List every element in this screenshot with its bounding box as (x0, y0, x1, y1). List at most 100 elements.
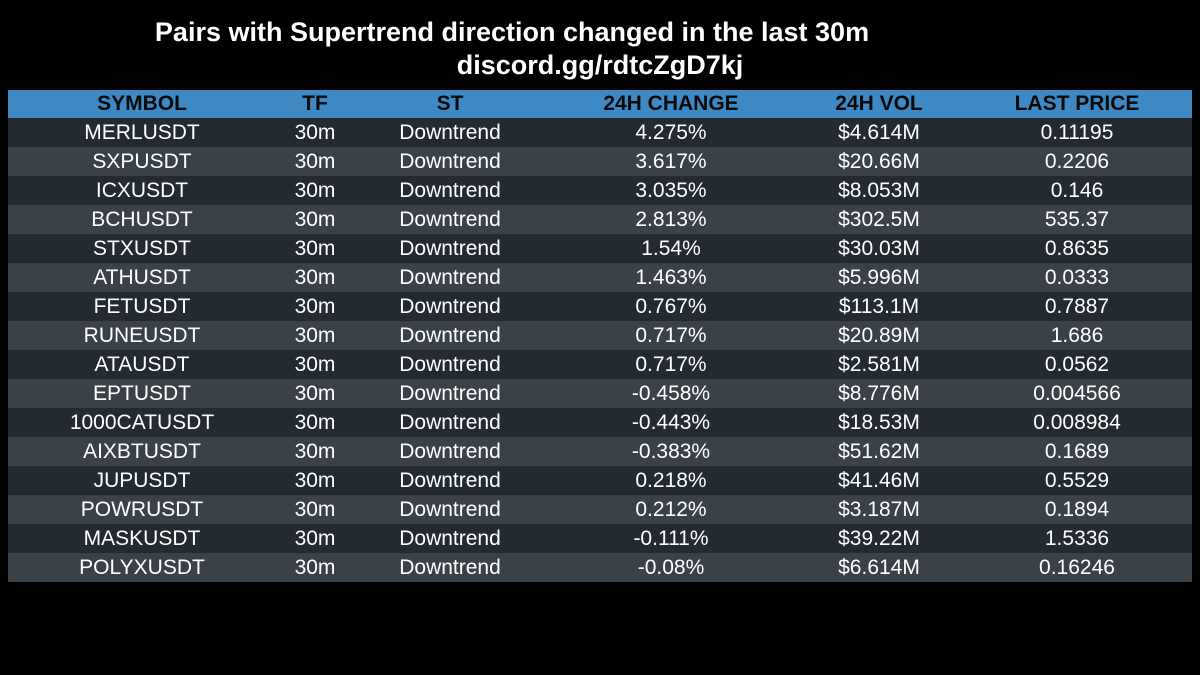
cell-24h-change: 4.275% (635, 120, 707, 144)
cell-24h-change: 3.035% (635, 178, 707, 202)
cell-last-price: 0.1894 (1044, 497, 1110, 521)
column-header-24h-change: 24H CHANGE (603, 92, 739, 115)
cell-st: Downtrend (399, 439, 501, 463)
cell-st: Downtrend (399, 526, 501, 550)
cell-st: Downtrend (399, 410, 501, 434)
cell-last-price: 1.686 (1050, 323, 1104, 347)
cell-24h-vol: $6.614M (838, 555, 920, 579)
cell-last-price: 0.008984 (1033, 410, 1121, 434)
cell-tf: 30m (294, 149, 336, 173)
table-row: POLYXUSDT 30m Downtrend -0.08% $6.614M 0.1624… (8, 553, 1192, 582)
cell-24h-change: 3.617% (635, 149, 707, 173)
cell-tf: 30m (294, 410, 336, 434)
cell-symbol: POWRUSDT (80, 497, 204, 521)
cell-st: Downtrend (399, 497, 501, 521)
cell-st: Downtrend (399, 120, 501, 144)
table-row: STXUSDT 30m Downtrend 1.54% $30.03M 0.8635 (8, 234, 1192, 263)
column-header-last-price: LAST PRICE (1014, 92, 1140, 115)
cell-symbol: FETUSDT (93, 294, 191, 318)
cell-24h-change: -0.08% (637, 555, 705, 579)
table-row: SXPUSDT 30m Downtrend 3.617% $20.66M 0.2206 (8, 147, 1192, 176)
cell-symbol: ATHUSDT (93, 265, 191, 289)
cell-symbol: 1000CATUSDT (69, 410, 215, 434)
table-row: EPTUSDT 30m Downtrend -0.458% $8.776M 0.00456… (8, 379, 1192, 408)
cell-st: Downtrend (399, 323, 501, 347)
cell-symbol: JUPUSDT (93, 468, 191, 492)
cell-tf: 30m (294, 294, 336, 318)
cell-24h-change: 0.717% (635, 323, 707, 347)
cell-st: Downtrend (399, 294, 501, 318)
cell-tf: 30m (294, 497, 336, 521)
cell-symbol: AIXBTUSDT (83, 439, 201, 463)
cell-24h-vol: $8.776M (838, 381, 920, 405)
table-row: 1000CATUSDT 30m Downtrend -0.443% $18.53M 0.0… (8, 408, 1192, 437)
cell-24h-vol: $18.53M (838, 410, 920, 434)
cell-24h-change: 1.54% (641, 236, 701, 260)
cell-tf: 30m (294, 323, 336, 347)
table-row: ICXUSDT 30m Downtrend 3.035% $8.053M 0.146 (8, 176, 1192, 205)
cell-24h-vol: $4.614M (838, 120, 920, 144)
discord-link-text: discord.gg/rdtcZgD7kj (456, 50, 744, 80)
cell-last-price: 0.0333 (1044, 265, 1110, 289)
cell-last-price: 0.7887 (1044, 294, 1110, 318)
cell-last-price: 0.2206 (1044, 149, 1110, 173)
cell-st: Downtrend (399, 555, 501, 579)
cell-24h-vol: $8.053M (838, 178, 920, 202)
cell-24h-vol: $5.996M (838, 265, 920, 289)
table-row: RUNEUSDT 30m Downtrend 0.717% $20.89M 1.686 (8, 321, 1192, 350)
cell-24h-vol: $3.187M (838, 497, 920, 521)
cell-tf: 30m (294, 120, 336, 144)
cell-last-price: 0.146 (1050, 178, 1104, 202)
table-row: ATAUSDT 30m Downtrend 0.717% $2.581M 0.0562 (8, 350, 1192, 379)
cell-symbol: MERLUSDT (84, 120, 200, 144)
page-title: Pairs with Supertrend direction changed … (154, 17, 870, 47)
cell-tf: 30m (294, 526, 336, 550)
cell-last-price: 0.1689 (1044, 439, 1110, 463)
cell-24h-change: 0.717% (635, 352, 707, 376)
cell-st: Downtrend (399, 265, 501, 289)
pairs-table: SYMBOL TF ST 24H CHANGE 24H VOL LAST PRI… (8, 90, 1192, 582)
table-row: JUPUSDT 30m Downtrend 0.218% $41.46M 0.5529 (8, 466, 1192, 495)
cell-tf: 30m (294, 468, 336, 492)
cell-24h-change: 2.813% (635, 207, 707, 231)
cell-tf: 30m (294, 555, 336, 579)
column-header-st: ST (436, 92, 464, 115)
cell-24h-vol: $51.62M (838, 439, 920, 463)
cell-symbol: STXUSDT (92, 236, 191, 260)
table-row: MASKUSDT 30m Downtrend -0.111% $39.22M 1.5336 (8, 524, 1192, 553)
table-row: AIXBTUSDT 30m Downtrend -0.383% $51.62M 0.168… (8, 437, 1192, 466)
cell-last-price: 0.5529 (1044, 468, 1110, 492)
table-row: FETUSDT 30m Downtrend 0.767% $113.1M 0.7887 (8, 292, 1192, 321)
cell-st: Downtrend (399, 178, 501, 202)
table-row: MERLUSDT 30m Downtrend 4.275% $4.614M 0.11195 (8, 118, 1192, 147)
cell-last-price: 0.0562 (1044, 352, 1110, 376)
cell-symbol: MASKUSDT (83, 526, 201, 550)
column-header-24h-vol: 24H VOL (835, 92, 923, 115)
cell-24h-change: -0.443% (631, 410, 711, 434)
cell-symbol: RUNEUSDT (83, 323, 201, 347)
cell-24h-vol: $302.5M (838, 207, 920, 231)
cell-24h-change: 0.767% (635, 294, 707, 318)
table-row: BCHUSDT 30m Downtrend 2.813% $302.5M 535.37 (8, 205, 1192, 234)
cell-24h-change: 1.463% (635, 265, 707, 289)
cell-tf: 30m (294, 439, 336, 463)
cell-tf: 30m (294, 265, 336, 289)
cell-st: Downtrend (399, 207, 501, 231)
cell-symbol: POLYXUSDT (79, 555, 205, 579)
cell-last-price: 1.5336 (1044, 526, 1110, 550)
cell-24h-change: -0.111% (633, 526, 709, 550)
table-row: ATHUSDT 30m Downtrend 1.463% $5.996M 0.0333 (8, 263, 1192, 292)
cell-last-price: 0.16246 (1039, 555, 1115, 579)
cell-tf: 30m (294, 381, 336, 405)
cell-24h-vol: $41.46M (838, 468, 920, 492)
cell-st: Downtrend (399, 468, 501, 492)
table-body: MERLUSDT 30m Downtrend 4.275% $4.614M 0.11195… (8, 118, 1192, 582)
cell-st: Downtrend (399, 381, 501, 405)
cell-24h-change: 0.212% (635, 497, 707, 521)
cell-tf: 30m (294, 178, 336, 202)
cell-symbol: BCHUSDT (91, 207, 193, 231)
cell-st: Downtrend (399, 236, 501, 260)
cell-24h-change: 0.218% (635, 468, 707, 492)
cell-last-price: 0.004566 (1033, 381, 1121, 405)
cell-tf: 30m (294, 207, 336, 231)
